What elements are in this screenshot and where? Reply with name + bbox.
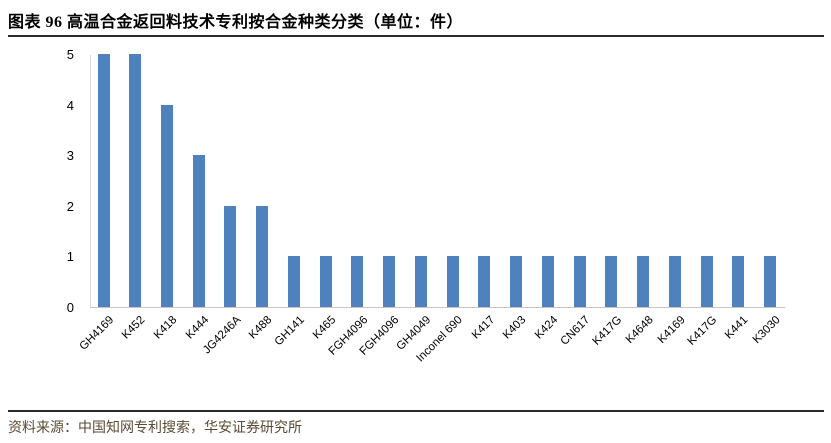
plot-area [90, 54, 785, 308]
x-tick-label: K417 [469, 314, 497, 342]
x-tick-label: K4648 [623, 314, 656, 347]
y-tick-label: 1 [66, 249, 74, 265]
y-tick-label: 3 [66, 148, 74, 164]
x-tick-label: CN617 [558, 314, 593, 348]
x-tick-label: K444 [183, 314, 212, 342]
y-tick-label: 0 [66, 300, 74, 315]
bar-GH4169 [97, 54, 110, 307]
footer-divider-line [8, 410, 824, 412]
source-note: 资料来源：中国知网专利搜索，华安证券研究所 [8, 421, 302, 436]
bar-K441 [732, 256, 745, 307]
bar-K4648 [637, 256, 650, 307]
x-tick-label: K418 [151, 314, 180, 342]
bar-GH141 [287, 256, 300, 307]
bar-CN617 [573, 256, 586, 307]
x-tick-label: K4169 [655, 314, 688, 347]
x-tick-label: K3030 [750, 314, 783, 347]
bar-K424 [541, 256, 554, 307]
y-tick-label: 4 [66, 97, 74, 113]
x-tick-label: K488 [247, 314, 275, 342]
bar-K418 [160, 104, 173, 307]
bar-K488 [256, 205, 269, 307]
bar-FGH4096 [383, 256, 396, 307]
bar-Inconel 690 [446, 256, 459, 307]
bar-K444 [192, 155, 205, 307]
bar-K417G [700, 256, 713, 307]
bar-K417 [478, 256, 491, 307]
title-divider-line [8, 35, 824, 37]
bar-FGH4096 [351, 256, 364, 307]
figure-title: 图表 96 高温合金返回料技术专利按合金种类分类（单位：件） [8, 14, 464, 31]
y-tick-label: 5 [66, 47, 74, 62]
x-tick-label: K417G [685, 314, 720, 348]
y-tick-label: 2 [66, 198, 74, 214]
bar-K465 [319, 256, 332, 307]
x-tick-label: K441 [723, 314, 751, 342]
bar-K452 [129, 54, 142, 307]
bar-K403 [510, 256, 523, 307]
x-tick-label: K417G [590, 314, 624, 348]
bar-K4169 [668, 256, 681, 307]
x-tick-label: K452 [120, 314, 148, 342]
bar-K3030 [764, 256, 777, 307]
x-tick-label: GH4169 [77, 314, 116, 353]
bar-K417G [605, 256, 618, 307]
x-tick-label: K403 [501, 314, 529, 342]
bar-GH4049 [414, 256, 427, 307]
bar-JG4246A [224, 205, 237, 307]
x-tick-label: K424 [532, 314, 561, 342]
x-tick-label: GH141 [272, 314, 307, 349]
x-tick-label: K465 [310, 314, 339, 342]
